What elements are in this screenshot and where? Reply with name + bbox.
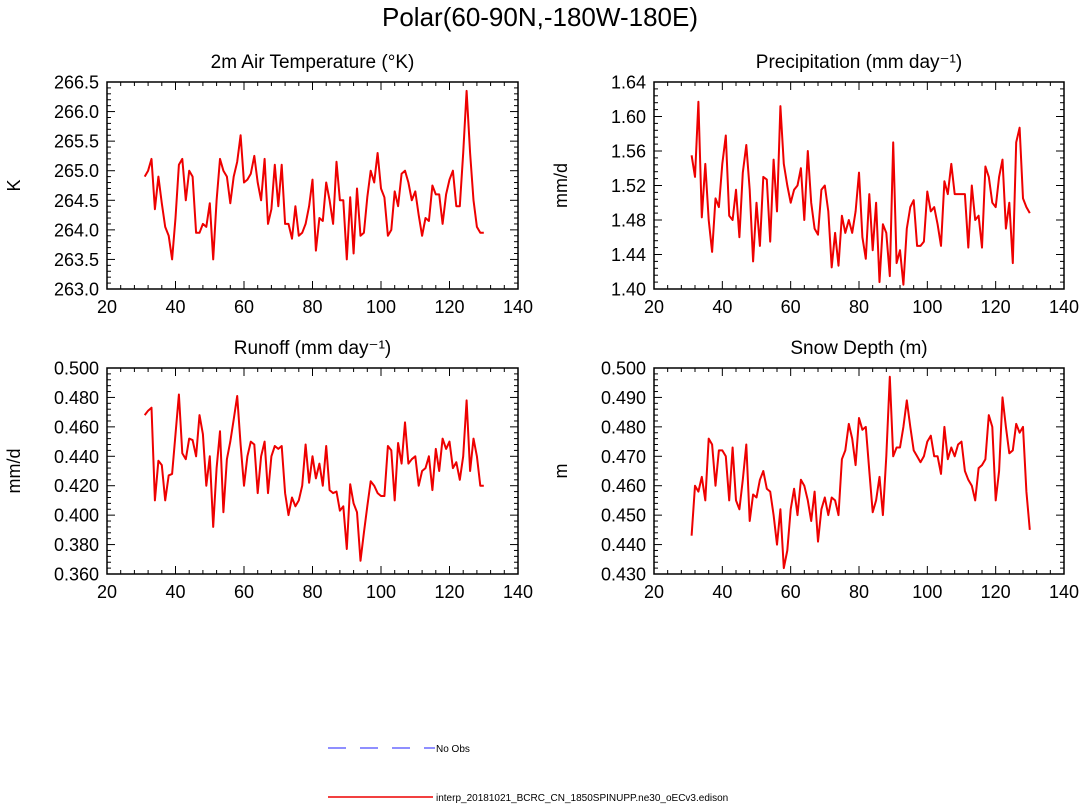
x-tick-label: 140 bbox=[503, 582, 533, 602]
y-tick-label: 0.480 bbox=[601, 417, 646, 437]
x-tick-label: 140 bbox=[503, 297, 533, 317]
x-tick-label: 120 bbox=[981, 297, 1011, 317]
x-tick-label: 40 bbox=[165, 297, 185, 317]
chart-title: Runoff (mm day⁻¹) bbox=[234, 338, 392, 359]
chart-panel: 2m Air Temperature (°K) K 20 40 60 80 100 120 14… bbox=[4, 52, 533, 317]
x-tick-label: 20 bbox=[97, 297, 117, 317]
y-tick-label: 0.490 bbox=[601, 388, 646, 408]
x-tick-label: 100 bbox=[912, 297, 942, 317]
x-tick-label: 120 bbox=[981, 582, 1011, 602]
x-tick-label: 40 bbox=[712, 582, 732, 602]
y-axis-label: mm/d bbox=[4, 449, 24, 494]
chart-title: 2m Air Temperature (°K) bbox=[211, 52, 415, 73]
x-tick-label: 20 bbox=[644, 582, 664, 602]
y-tick-label: 0.430 bbox=[601, 565, 646, 585]
y-axis-label: mm/d bbox=[551, 163, 571, 208]
chart-title: Snow Depth (m) bbox=[790, 338, 927, 359]
x-tick-label: 80 bbox=[849, 297, 869, 317]
y-tick-label: 0.360 bbox=[54, 565, 99, 585]
plot-frame bbox=[653, 367, 1065, 575]
y-tick-label: 0.470 bbox=[601, 447, 646, 467]
x-tick-label: 100 bbox=[912, 582, 942, 602]
series-line bbox=[690, 375, 1031, 570]
x-tick-label: 40 bbox=[165, 582, 185, 602]
y-tick-label: 263.5 bbox=[54, 250, 99, 270]
chart-panels: 2m Air Temperature (°K) K 20 40 60 80 100 120 14… bbox=[4, 52, 1079, 602]
y-tick-label: 264.5 bbox=[54, 191, 99, 211]
x-tick-label: 140 bbox=[1049, 582, 1079, 602]
y-tick-label: 1.48 bbox=[611, 211, 646, 231]
x-tick-label: 60 bbox=[781, 297, 801, 317]
y-tick-label: 265.5 bbox=[54, 132, 99, 152]
x-tick-label: 80 bbox=[849, 582, 869, 602]
y-tick-label: 1.64 bbox=[611, 73, 646, 93]
chart-panel: Runoff (mm day⁻¹) mm/d 20 40 60 80 100 120 140 0.… bbox=[4, 338, 533, 602]
y-tick-label: 0.460 bbox=[601, 476, 646, 496]
y-tick-label: 263.0 bbox=[54, 280, 99, 300]
x-tick-label: 40 bbox=[712, 297, 732, 317]
y-tick-label: 0.380 bbox=[54, 535, 99, 555]
y-tick-label: 1.40 bbox=[611, 280, 646, 300]
series-line bbox=[143, 393, 484, 562]
chart-panel: Precipitation (mm day⁻¹) mm/d 20 40 60 80 100 1… bbox=[551, 52, 1079, 317]
x-tick-label: 60 bbox=[234, 297, 254, 317]
y-tick-label: 0.400 bbox=[54, 506, 99, 526]
y-axis-label: m bbox=[551, 464, 571, 479]
x-tick-label: 20 bbox=[644, 297, 664, 317]
legend: No Obs interp_20181021_BCRC_CN_1850SPINU… bbox=[328, 744, 728, 804]
x-tick-label: 60 bbox=[234, 582, 254, 602]
y-tick-label: 0.500 bbox=[54, 359, 99, 379]
y-tick-label: 0.440 bbox=[601, 535, 646, 555]
x-tick-label: 120 bbox=[434, 582, 464, 602]
y-tick-label: 264.0 bbox=[54, 220, 99, 240]
y-tick-label: 266.5 bbox=[54, 73, 99, 93]
y-tick-label: 0.460 bbox=[54, 417, 99, 437]
series-line bbox=[690, 100, 1031, 286]
chart-panel: Snow Depth (m) m 20 40 60 80 100 120 140 0.430 0.4… bbox=[551, 338, 1079, 602]
x-tick-label: 60 bbox=[781, 582, 801, 602]
y-tick-label: 0.480 bbox=[54, 388, 99, 408]
x-tick-label: 20 bbox=[97, 582, 117, 602]
plot-frame bbox=[106, 81, 519, 290]
x-tick-label: 140 bbox=[1049, 297, 1079, 317]
plot-frame bbox=[106, 367, 519, 575]
y-tick-label: 1.44 bbox=[611, 245, 646, 265]
y-tick-label: 0.440 bbox=[54, 447, 99, 467]
y-tick-label: 1.56 bbox=[611, 142, 646, 162]
x-tick-label: 100 bbox=[366, 582, 396, 602]
chart-title: Precipitation (mm day⁻¹) bbox=[756, 52, 962, 73]
y-tick-label: 266.0 bbox=[54, 102, 99, 122]
y-tick-label: 1.60 bbox=[611, 107, 646, 127]
plot-frame bbox=[653, 81, 1065, 290]
y-tick-label: 1.52 bbox=[611, 176, 646, 196]
x-tick-label: 120 bbox=[434, 297, 464, 317]
legend-obs-label: No Obs bbox=[436, 744, 470, 755]
x-tick-label: 80 bbox=[302, 297, 322, 317]
x-tick-label: 80 bbox=[302, 582, 322, 602]
y-axis-label: K bbox=[4, 179, 24, 191]
x-tick-label: 100 bbox=[366, 297, 396, 317]
y-tick-label: 265.0 bbox=[54, 161, 99, 181]
y-tick-label: 0.420 bbox=[54, 476, 99, 496]
figure-title: Polar(60-90N,-180W-180E) bbox=[382, 2, 698, 32]
y-tick-label: 0.500 bbox=[601, 359, 646, 379]
y-tick-label: 0.450 bbox=[601, 506, 646, 526]
series-line bbox=[143, 89, 484, 261]
legend-model-label: interp_20181021_BCRC_CN_1850SPINUPP.ne30… bbox=[436, 793, 728, 804]
